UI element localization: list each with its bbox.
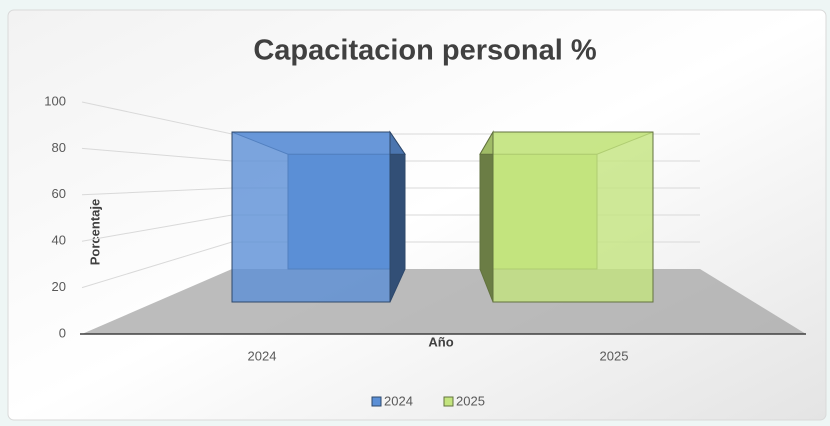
bar: [479, 130, 654, 303]
bar-front: [492, 131, 654, 303]
legend: 2024 2025: [371, 393, 485, 408]
y-tick-label: 0: [59, 325, 66, 340]
x-tick-label: 2024: [248, 348, 277, 363]
x-tick-label: 2025: [600, 348, 629, 363]
y-axis-label: Porcentaje: [87, 199, 102, 265]
y-tick-label: 80: [52, 140, 66, 155]
legend-label: 2024: [384, 393, 413, 408]
y-tick-label: 20: [52, 279, 66, 294]
chart-title: Capacitacion personal %: [253, 35, 596, 67]
y-tick-label: 60: [52, 186, 66, 201]
y-tick-label: 40: [52, 233, 66, 248]
x-axis-label: Año: [428, 334, 453, 349]
bar-front: [231, 131, 391, 303]
legend-swatch: [371, 396, 382, 407]
bar: [231, 130, 406, 303]
legend-swatch: [443, 396, 454, 407]
y-tick-label: 100: [44, 93, 66, 108]
legend-label: 2025: [456, 393, 485, 408]
